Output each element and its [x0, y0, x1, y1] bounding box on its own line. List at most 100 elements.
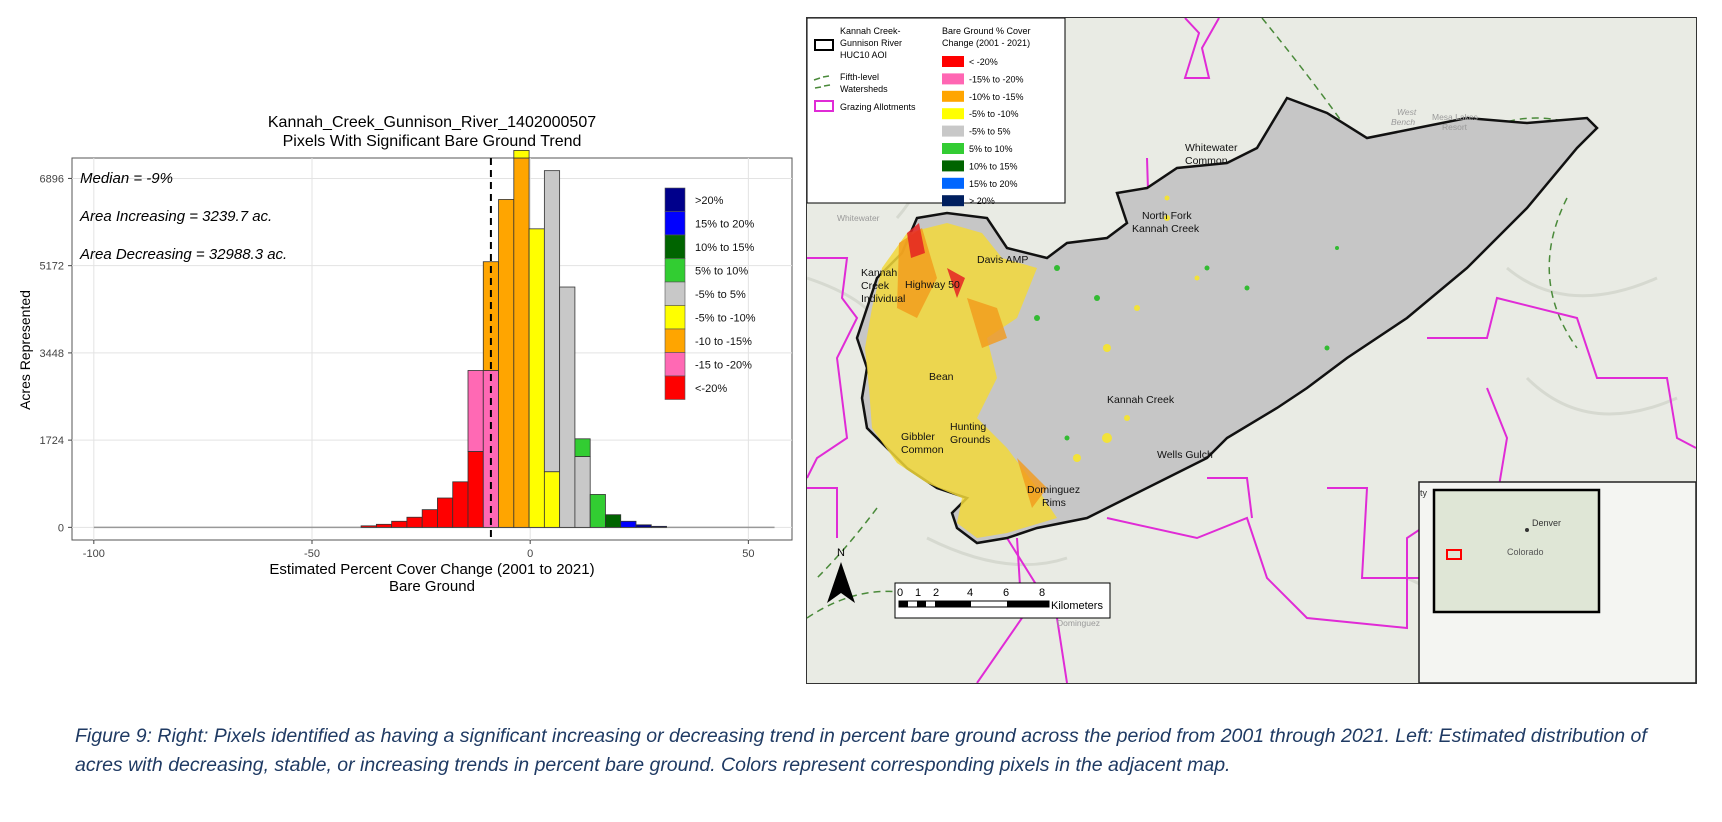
map-legend-entries: < -20% -15% to -20% -10% to -15% -5% to -10… [942, 56, 1024, 207]
label-north-fork-1: North Fork [1142, 210, 1192, 222]
label-whitewater-common-2: Common [1185, 155, 1228, 167]
scale-tick-0: 0 [897, 587, 903, 599]
label-kannah-creek: Kannah Creek [1107, 394, 1175, 406]
x-ticks: -100 -50 0 50 [83, 540, 754, 560]
xtick-label-0: -100 [83, 548, 105, 560]
legend-title-1: Bare Ground % Cover [942, 26, 1031, 36]
legend-swatch-4 [664, 281, 686, 306]
chart-legend: >20% 15% to 20% 10% to 15% 5% to 10% -5% to … [664, 187, 756, 400]
map-legend-label-3: -5% to -10% [969, 109, 1019, 119]
scale-tick-1: 1 [915, 587, 921, 599]
label-whitewater-common-1: Whitewater [1185, 142, 1238, 154]
bar-22 [620, 520, 637, 528]
map-legend-label-4: -5% to 5% [969, 127, 1011, 137]
map-legend-swatch-7 [942, 177, 964, 189]
legend-aoi-swatch [814, 39, 834, 51]
faint-dominguez: Dominguez [1057, 618, 1100, 628]
scale-tick-4: 4 [967, 587, 973, 599]
ytick-label-3: 5172 [40, 261, 64, 273]
map-legend-swatch-0 [942, 56, 964, 67]
increase-dots [1034, 246, 1339, 441]
scale-bar-ticks: 0 1 2 4 6 8 [897, 587, 1045, 599]
bar-15 [543, 471, 561, 528]
figure-caption: Figure 9: Right: Pixels identified as ha… [75, 725, 1647, 776]
label-hunting-grounds-1: Hunting [950, 421, 986, 433]
legend-swatch-8 [664, 375, 686, 400]
bar-20 [589, 494, 606, 528]
legend-title-2: Change (2001 - 2021) [942, 38, 1030, 48]
bar-8 [467, 370, 484, 452]
x-axis-label: Estimated Percent Cover Change (2001 to … [269, 561, 594, 578]
map-legend-label-1: -15% to -20% [969, 74, 1024, 84]
legend-label-6: -10 to -15% [695, 336, 752, 348]
label-gibbler-common-1: Gibbler [901, 431, 935, 443]
legend-label-8: <-20% [695, 383, 727, 395]
scale-tick-2: 2 [933, 587, 939, 599]
annotation-area-decreasing: Area Decreasing = 32988.3 ac. [79, 246, 287, 263]
map-svg: Kannah Creek- Gunnison River HUC10 AOI F… [807, 18, 1696, 683]
label-kannah-individual-3: Individual [861, 293, 905, 305]
faint-mesa-lakes-2: Resort [1442, 122, 1468, 132]
map-legend-box [807, 18, 1066, 204]
legend-label-4: -5% to 5% [695, 289, 746, 301]
bar-13 [513, 150, 530, 159]
legend-swatch-7 [664, 352, 686, 377]
bar-21 [605, 514, 622, 528]
y-axis-label: Acres Represented [17, 290, 33, 410]
faint-mesa-lakes-1: Mesa Lakes [1432, 112, 1478, 122]
bar-18 [574, 456, 591, 528]
bar-5 [437, 497, 454, 528]
legend-label-1: 15% to 20% [695, 219, 755, 231]
bar-14 [528, 228, 545, 528]
bar-6 [452, 481, 469, 528]
bar-3 [406, 516, 423, 528]
xtick-label-2: 0 [527, 548, 533, 560]
ytick-label-1: 1724 [40, 435, 64, 447]
legend-watershed-label-1: Fifth-level [840, 72, 879, 82]
legend-watershed-label-2: Watersheds [840, 84, 888, 94]
bar-1 [375, 523, 393, 528]
legend-swatch-1 [664, 211, 686, 236]
legend-label-5: -5% to -10% [695, 313, 756, 325]
north-arrow-icon [827, 562, 855, 603]
label-bean: Bean [929, 371, 954, 383]
label-dominguez-rims-1: Dominguez [1027, 484, 1080, 496]
map-legend-swatch-6 [942, 160, 964, 172]
bar-7 [467, 451, 484, 528]
legend-aoi-label-2: Gunnison River [840, 38, 902, 48]
legend-swatch-6 [664, 328, 686, 353]
inset-aoi-marker [1446, 549, 1462, 560]
legend-swatch-2 [664, 234, 686, 259]
ytick-label-2: 3448 [40, 348, 64, 360]
ytick-label-0: 0 [58, 522, 64, 534]
label-kannah-individual-2: Creek [861, 280, 890, 292]
faint-west-bench-2: Bench [1391, 117, 1415, 127]
label-davis-amp: Davis AMP [977, 254, 1028, 266]
inset-denver: Denver [1532, 518, 1561, 528]
inset-denver-dot [1525, 528, 1529, 532]
bar-23 [635, 524, 652, 528]
legend-swatch-3 [664, 258, 686, 283]
chart-subtitle: Pixels With Significant Bare Ground Tren… [283, 133, 582, 150]
label-wells-gulch: Wells Gulch [1157, 449, 1213, 461]
scale-tick-6: 6 [1003, 587, 1009, 599]
label-dominguez-rims-2: Rims [1042, 497, 1066, 509]
chart-title: Kannah_Creek_Gunnison_River_1402000507 [268, 114, 596, 131]
speckle-dots [1073, 195, 1200, 462]
x-axis-label-2: Bare Ground [389, 578, 475, 595]
legend-grazing-label: Grazing Allotments [840, 102, 916, 112]
label-kannah-individual-1: Kannah [861, 267, 897, 279]
label-gibbler-common-2: Common [901, 444, 944, 456]
xtick-label-1: -50 [304, 548, 320, 560]
legend-label-0: >20% [695, 195, 724, 207]
north-label: N [837, 547, 845, 559]
place-labels: Whitewater Common North Fork Kannah Cree… [861, 142, 1238, 509]
bar-2 [391, 520, 408, 528]
legend-label-2: 10% to 15% [695, 242, 755, 254]
legend-aoi-label-1: Kannah Creek- [840, 26, 901, 36]
histogram-chart: Kannah_Creek_Gunnison_River_1402000507 P… [0, 0, 800, 620]
map-legend-swatch-8 [942, 195, 964, 207]
map-legend-swatch-3 [942, 108, 964, 120]
legend-aoi-label-3: HUC10 AOI [840, 50, 887, 60]
map-legend-label-0: < -20% [969, 57, 998, 67]
